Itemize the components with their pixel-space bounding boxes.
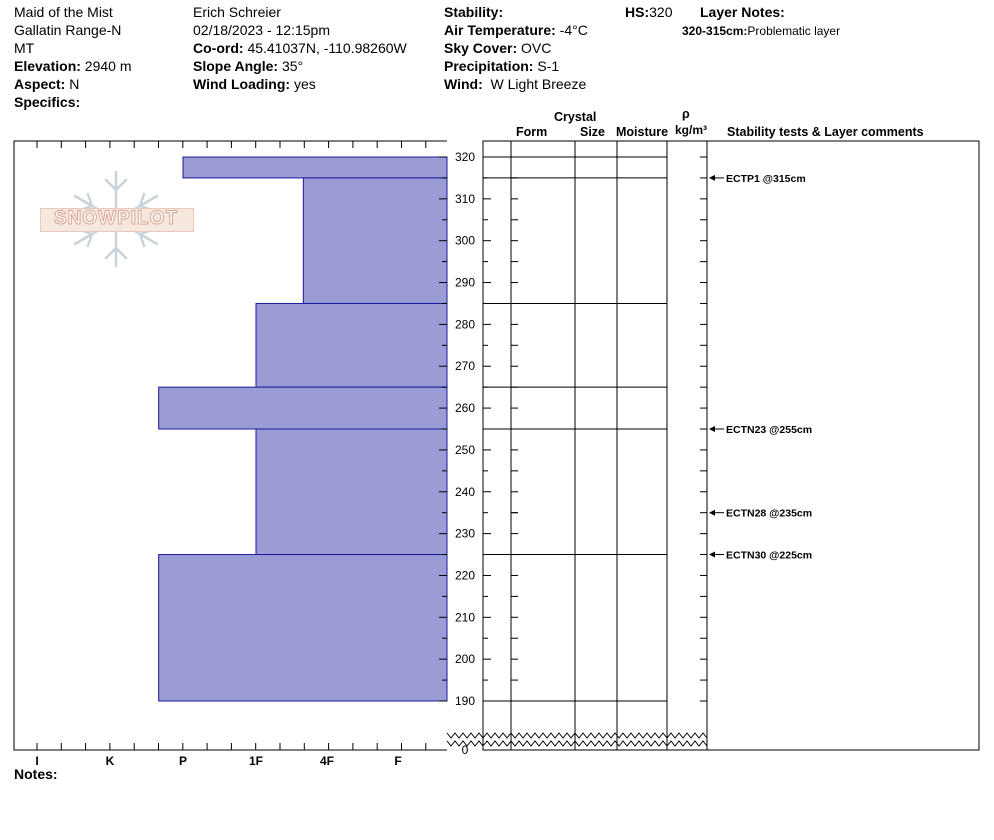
- stability-test-arrowhead-3: [709, 551, 715, 558]
- precip-row: Precipitation: S-1: [444, 57, 559, 75]
- hardness-layer-5: [158, 554, 448, 702]
- precip-label: Precipitation:: [444, 58, 534, 74]
- hardness-label-F: F: [394, 754, 401, 768]
- slope-label: Slope Angle:: [193, 58, 279, 74]
- rho-header: ρ: [682, 107, 690, 121]
- state-name: MT: [14, 40, 35, 56]
- depth-label-190: 190: [455, 694, 475, 708]
- comments-frame: [706, 140, 980, 751]
- stability-test-arrowhead-2: [709, 509, 715, 516]
- hardness-label-K: K: [106, 754, 115, 768]
- specifics-label: Specifics:: [14, 94, 81, 110]
- wind-loading-label: Wind Loading:: [193, 76, 291, 92]
- hardness-label-4F: 4F: [320, 754, 334, 768]
- aspect-label: Aspect:: [14, 76, 66, 92]
- coord-value: 45.41037N, -110.98260W: [247, 40, 407, 56]
- depth-label-310: 310: [455, 192, 475, 206]
- coord-label: Co-ord:: [193, 40, 244, 56]
- slope-row: Slope Angle: 35°: [193, 57, 303, 75]
- crystal-table-frame: [482, 140, 708, 751]
- chart-frames: [13, 140, 980, 751]
- depth-label-300: 300: [455, 234, 475, 248]
- depth-label-270: 270: [455, 359, 475, 373]
- wind-value: W Light Breeze: [490, 76, 587, 92]
- elevation-label: Elevation:: [14, 58, 81, 74]
- sky-row: Sky Cover: OVC: [444, 39, 551, 57]
- depth-label-260: 260: [455, 401, 475, 415]
- sky-label: Sky Cover:: [444, 40, 518, 56]
- depth-label-290: 290: [455, 276, 475, 290]
- elevation-value: 2940 m: [84, 58, 132, 74]
- depth-label-210: 210: [455, 610, 475, 624]
- sky-value: OVC: [521, 40, 552, 56]
- observer-name: Erich Schreier: [193, 4, 281, 20]
- hardness-label-1F: 1F: [249, 754, 263, 768]
- notes-label: Notes:: [14, 766, 58, 782]
- column-gridlines: [446, 141, 708, 750]
- layer-note-row: 320-315cm:Problematic layer: [682, 24, 840, 38]
- break-zigzag-top: [446, 732, 708, 739]
- layer-notes-label: Layer Notes:: [700, 4, 785, 20]
- hardness-layer-4: [255, 428, 448, 556]
- comments-header: Stability tests & Layer comments: [727, 125, 924, 139]
- moisture-header: Moisture: [616, 125, 669, 139]
- wind-label: Wind:: [444, 76, 483, 92]
- observation-datetime: 02/18/2023 - 12:15pm: [193, 22, 330, 38]
- snowpilot-logo-text: SNOWPILOT: [53, 208, 179, 230]
- depth-label-280: 280: [455, 317, 475, 331]
- aspect-row: Aspect: N: [14, 75, 79, 93]
- hardness-axis: I K P 1F 4F F: [35, 141, 427, 768]
- stability-test-arrowhead-0: [709, 174, 715, 181]
- location-name: Maid of the Mist: [14, 4, 113, 20]
- depth-label-0: 0: [462, 743, 469, 757]
- crystal-header: Crystal: [554, 110, 597, 124]
- hardness-label-I: I: [35, 754, 38, 768]
- layer-note-range: 320-315cm:: [682, 24, 748, 38]
- air-temp-value: -4°C: [559, 22, 588, 38]
- break-zigzag-bottom: [446, 740, 708, 747]
- slope-value: 35°: [281, 58, 304, 74]
- hardness-label-P: P: [179, 754, 187, 768]
- hs-value: 320: [649, 4, 673, 20]
- hardness-layer-0: [182, 156, 448, 179]
- hardness-layers: [158, 156, 448, 702]
- hardness-layer-3: [158, 386, 448, 430]
- depth-label-250: 250: [455, 443, 475, 457]
- depth-label-240: 240: [455, 485, 475, 499]
- stability-test-label-2: ECTN28 @235cm: [726, 508, 812, 520]
- density-unit-header: kg/m³: [675, 123, 708, 137]
- depth-axis: 320 310 300 290 280 270 260 250 240 230 220 210 200 1…: [439, 150, 707, 757]
- depth-label-200: 200: [455, 652, 475, 666]
- snowpilot-logo: SNOWPILOT: [36, 168, 196, 272]
- stability-test-label-1: ECTN23 @255cm: [726, 424, 812, 436]
- stability-tests: ECTP1 @315cm ECTN23 @255cm ECTN28 @235cm EC…: [511, 173, 812, 562]
- hardness-layer-1: [302, 177, 448, 304]
- wind-loading-value: yes: [293, 76, 316, 92]
- stability-test-label-0: ECTP1 @315cm: [726, 173, 806, 185]
- hardness-layer-2: [255, 302, 448, 388]
- hardness-frame: [13, 140, 447, 751]
- aspect-value: N: [69, 76, 80, 92]
- wind-row: Wind: W Light Breeze: [444, 75, 586, 93]
- coord-row: Co-ord: 45.41037N, -110.98260W: [193, 39, 407, 57]
- hs-label: HS:: [625, 4, 650, 20]
- air-temp-row: Air Temperature: -4°C: [444, 21, 588, 39]
- hs-row: HS:320: [625, 3, 672, 21]
- wind-loading-row: Wind Loading: yes: [193, 75, 316, 93]
- depth-label-320: 320: [455, 150, 475, 164]
- size-header: Size: [580, 125, 606, 139]
- form-header: Form: [516, 125, 548, 139]
- stability-label: Stability:: [444, 4, 504, 20]
- layer-note-text: Problematic layer: [747, 24, 841, 38]
- depth-label-220: 220: [455, 568, 475, 582]
- precip-value: S-1: [537, 58, 560, 74]
- range-name: Gallatin Range-N: [14, 22, 122, 38]
- air-temp-label: Air Temperature:: [444, 22, 556, 38]
- stability-test-arrowhead-1: [709, 425, 715, 432]
- stability-test-label-3: ECTN30 @225cm: [726, 550, 812, 562]
- depth-label-230: 230: [455, 527, 475, 541]
- elevation-row: Elevation: 2940 m: [14, 57, 132, 75]
